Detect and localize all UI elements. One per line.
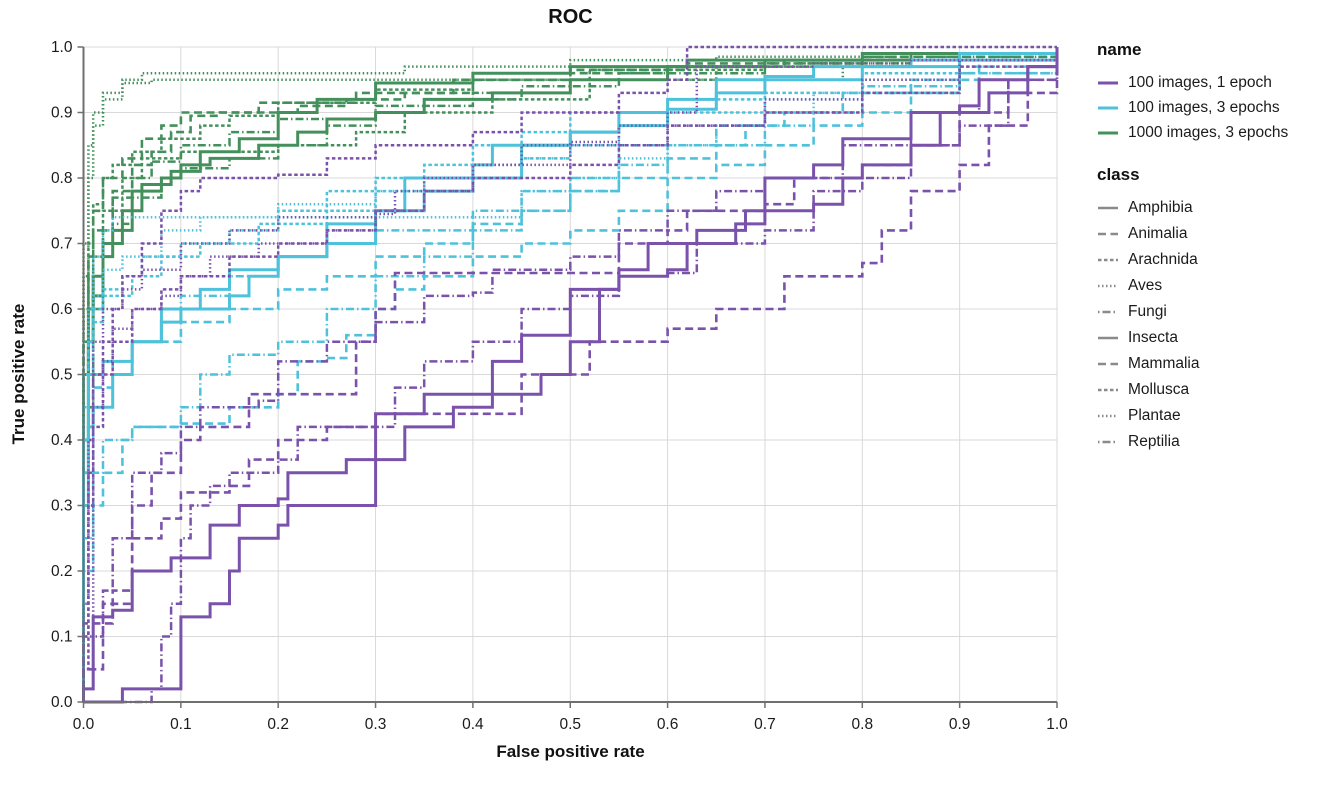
legend-item-class-label: Mammalia: [1128, 355, 1200, 372]
legend-item-class-swatch-icon: [1098, 362, 1118, 366]
legend-item-name: 100 images, 1 epoch: [1097, 70, 1337, 95]
x-tick-label: 0.0: [73, 716, 95, 733]
legend-item-class-label: Insecta: [1128, 329, 1178, 346]
legend-item-class-label: Plantae: [1128, 407, 1181, 424]
roc-curve-reptilia-100-images-1-epoch: [82, 47, 1059, 702]
y-tick-label: 0.4: [51, 432, 73, 449]
legend-item-class-label: Arachnida: [1128, 251, 1198, 268]
legend-item-name-label: 100 images, 3 epochs: [1128, 98, 1280, 116]
legend-class-title: class: [1097, 165, 1140, 184]
legend-item-name: 1000 images, 3 epochs: [1097, 120, 1337, 145]
y-tick-label: 0.7: [51, 236, 73, 253]
chart-title: ROC: [548, 6, 593, 28]
legend-name-title: name: [1097, 40, 1142, 59]
y-axis-title: True positive rate: [9, 303, 28, 445]
roc-curve-plantae-1000-images-3-epochs: [82, 47, 1059, 702]
legend-class-section: class Amphibia Animalia Arachnida Aves Fungi…: [1097, 165, 1337, 455]
legend: name 100 images, 1 epoch 100 images, 3 ep…: [1097, 40, 1337, 455]
roc-curve-fungi-100-images-1-epoch: [83, 47, 1059, 704]
x-tick-label: 0.9: [949, 716, 971, 733]
legend-item-class-label: Mollusca: [1128, 381, 1190, 398]
legend-item-class-swatch-icon: [1098, 388, 1118, 392]
legend-item-class-swatch-icon: [1098, 414, 1118, 418]
legend-item-class: Amphibia: [1097, 195, 1337, 221]
x-tick-label: 0.2: [267, 716, 289, 733]
legend-item-class: Insecta: [1097, 325, 1337, 351]
roc-curve-aves-1000-images-3-epochs: [82, 47, 1059, 702]
legend-name-section: name 100 images, 1 epoch 100 images, 3 ep…: [1097, 40, 1337, 145]
roc-curve-insecta-1000-images-3-epochs: [82, 47, 1059, 702]
legend-item-name-swatch-icon: [1098, 106, 1118, 109]
legend-item-name: 100 images, 3 epochs: [1097, 95, 1337, 120]
legend-item-class: Mollusca: [1097, 377, 1337, 403]
roc-curve-reptilia-100-images-3-epochs: [82, 47, 1059, 702]
legend-item-class-swatch-icon: [1098, 310, 1118, 314]
legend-item-class-label: Amphibia: [1128, 199, 1193, 216]
x-axis-title: False positive rate: [496, 742, 645, 761]
legend-item-class-label: Animalia: [1128, 225, 1188, 242]
roc-curve-reptilia-1000-images-3-epochs: [82, 47, 1059, 702]
y-tick-label: 0.1: [51, 629, 73, 646]
y-tick-label: 0.9: [51, 105, 73, 122]
roc-curve-mammalia-100-images-1-epoch: [82, 47, 1059, 702]
roc-curve-aves-100-images-1-epoch: [82, 47, 1059, 702]
legend-item-name-label: 100 images, 1 epoch: [1128, 73, 1272, 91]
x-tick-label: 0.4: [462, 716, 484, 733]
roc-curve-mollusca-100-images-1-epoch: [82, 45, 1057, 702]
y-tick-label: 0.3: [51, 498, 73, 515]
legend-item-class-label: Reptilia: [1128, 433, 1180, 450]
legend-item-class: Fungi: [1097, 299, 1337, 325]
legend-item-class-swatch-icon: [1098, 232, 1118, 236]
x-tick-label: 0.1: [170, 716, 192, 733]
x-tick-label: 0.7: [754, 716, 776, 733]
legend-item-class: Plantae: [1097, 403, 1337, 429]
y-tick-label: 0.6: [51, 301, 73, 318]
roc-curve-fungi-100-images-3-epochs: [82, 47, 1059, 702]
legend-item-class-swatch-icon: [1098, 284, 1118, 288]
legend-item-class-label: Fungi: [1128, 303, 1167, 320]
x-tick-label: 0.5: [559, 716, 581, 733]
legend-item-class-label: Aves: [1128, 277, 1163, 294]
x-tick-label: 0.6: [657, 716, 679, 733]
y-tick-label: 0.0: [51, 694, 73, 711]
legend-item-class-swatch-icon: [1098, 440, 1118, 444]
legend-item-name-label: 1000 images, 3 epochs: [1128, 123, 1289, 141]
y-tick-label: 0.2: [51, 563, 73, 580]
legend-item-class-swatch-icon: [1098, 336, 1118, 340]
legend-item-class: Mammalia: [1097, 351, 1337, 377]
roc-curve-animalia-100-images-1-epoch: [82, 47, 1059, 702]
legend-item-name-swatch-icon: [1098, 131, 1118, 134]
x-tick-label: 1.0: [1046, 716, 1068, 733]
legend-item-name-swatch-icon: [1098, 81, 1118, 84]
y-tick-label: 0.5: [51, 367, 73, 384]
legend-item-class-swatch-icon: [1098, 258, 1118, 262]
roc-curve-arachnida-1000-images-3-epochs: [82, 47, 1059, 702]
legend-item-class-swatch-icon: [1098, 206, 1118, 210]
legend-item-class: Reptilia: [1097, 429, 1337, 455]
x-tick-label: 0.3: [365, 716, 387, 733]
legend-item-class: Aves: [1097, 273, 1337, 299]
legend-item-class: Animalia: [1097, 221, 1337, 247]
roc-curve-fungi-1000-images-3-epochs: [82, 47, 1059, 702]
y-tick-label: 0.8: [51, 170, 73, 187]
legend-item-class: Arachnida: [1097, 247, 1337, 273]
y-tick-label: 1.0: [51, 39, 73, 56]
x-tick-label: 0.8: [852, 716, 874, 733]
roc-curve-plantae-100-images-1-epoch: [82, 47, 1059, 702]
